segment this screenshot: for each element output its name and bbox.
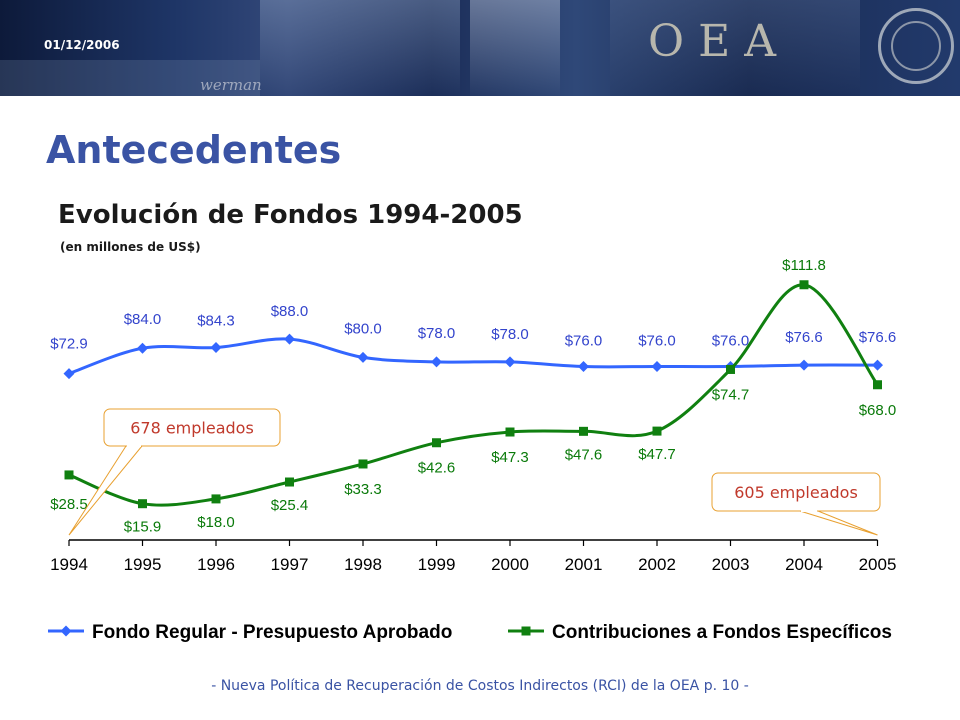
callout-label: 678 empleados [130,419,254,438]
legend-label: Contribuciones a Fondos Específicos [552,622,892,643]
data-point-square [432,438,441,448]
page-heading: Antecedentes [46,128,342,172]
data-point-diamond [872,359,883,371]
data-point-square [285,477,294,487]
data-point-diamond [651,360,663,372]
banner-texture [0,60,260,96]
data-label: $76.6 [859,329,897,346]
data-point-square [138,499,147,509]
data-label: $78.0 [491,326,529,343]
data-label: $42.6 [418,460,456,477]
data-point-square [726,364,735,374]
data-label: $80.0 [344,320,382,337]
x-axis-tick-label: 1999 [418,555,456,574]
data-point-square [873,380,882,390]
x-axis-tick-label: 2000 [491,555,529,574]
x-axis-tick-label: 1996 [197,555,235,574]
data-label: $47.6 [565,446,603,463]
data-point-diamond [137,342,148,354]
data-point-diamond [798,359,810,371]
data-point-diamond [284,333,295,345]
data-label: $78.0 [418,325,456,342]
oea-logo-text: OEA [648,16,790,67]
data-label: $84.3 [197,313,235,330]
banner-texture [470,0,560,96]
data-point-diamond [578,360,589,372]
data-point-square [505,427,515,437]
x-axis-tick-label: 2002 [638,555,676,574]
data-label: $18.0 [197,514,235,531]
chart-subtitle: (en millones de US$) [60,240,201,254]
data-point-square [579,426,588,436]
data-label: $76.0 [638,332,676,349]
data-point-square [211,494,221,504]
legend-marker-square [521,626,531,636]
oea-seal-icon [878,8,954,84]
x-axis-tick-label: 2005 [859,555,897,574]
x-axis-tick-label: 1995 [124,555,162,574]
x-axis-tick-label: 2004 [785,555,823,574]
data-label: $111.8 [782,257,826,274]
legend-label: Fondo Regular - Presupuesto Aprobado [92,622,452,643]
banner-texture [610,0,860,96]
data-point-square [64,470,74,480]
callout-label: 605 empleados [734,483,858,502]
callout-pointer [799,510,878,536]
data-point-diamond [210,342,222,354]
data-label: $33.3 [344,481,382,498]
data-label: $76.6 [785,329,823,346]
data-point-diamond [504,356,516,368]
data-label: $47.7 [638,446,676,463]
data-point-diamond [357,351,369,363]
x-axis-tick-label: 2001 [565,555,603,574]
data-label: $88.0 [271,303,309,320]
data-label: $28.5 [50,496,88,513]
x-axis-tick-label: 1994 [50,555,88,574]
data-label: $84.0 [124,311,162,328]
signature-artwork: werman [200,76,262,94]
banner-texture [260,0,460,96]
data-point-square [358,459,368,469]
header-date: 01/12/2006 [44,38,120,52]
header-banner: werman 01/12/2006 OEA [0,0,960,96]
data-label: $72.9 [50,336,88,353]
data-label: $68.0 [859,402,897,419]
series-line [68,337,878,375]
x-axis-tick-label: 1998 [344,555,382,574]
data-label: $76.0 [565,332,603,349]
chart-title: Evolución de Fondos 1994-2005 [58,200,523,230]
data-label: $15.9 [124,519,162,536]
data-label: $74.7 [712,386,750,403]
data-point-diamond [63,368,75,380]
series-line [68,283,879,507]
x-axis-tick-label: 1997 [271,555,309,574]
data-point-diamond [431,356,442,368]
x-axis-tick-label: 2003 [712,555,750,574]
data-label: $25.4 [271,497,309,514]
page-footer: - Nueva Política de Recuperación de Cost… [211,678,749,694]
callout-box [103,408,281,447]
data-point-square [652,426,662,436]
data-label: $47.3 [491,449,529,466]
legend-marker-diamond [60,625,72,637]
data-point-square [799,280,809,290]
data-label: $76.0 [712,332,750,349]
callout-box [711,472,881,512]
